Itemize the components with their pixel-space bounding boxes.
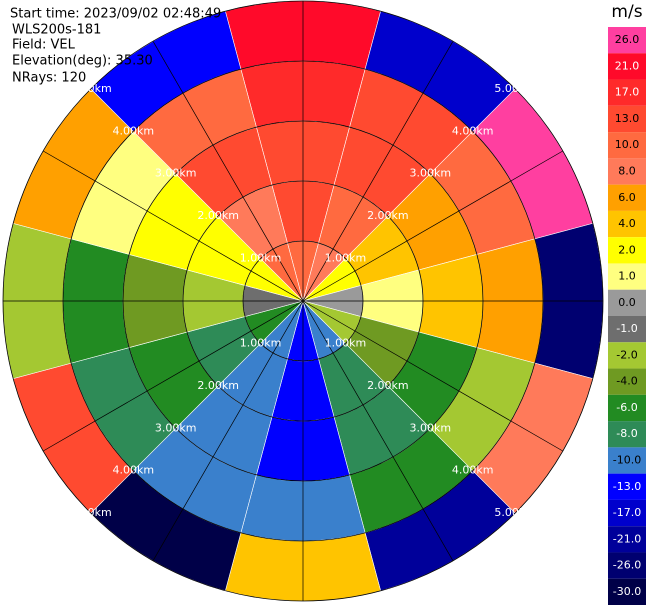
- spoke: [43, 300, 304, 452]
- spoke: [302, 41, 454, 302]
- ring-label: 2.00km: [367, 379, 409, 392]
- ring-label: 4.00km: [452, 124, 494, 137]
- ring-label: 3.00km: [409, 167, 451, 180]
- ring-label: 2.00km: [197, 209, 239, 222]
- colorbar-label: 8.0: [618, 165, 636, 178]
- colorbar-box: [608, 132, 646, 159]
- colorbar-label: 21.0: [615, 59, 640, 72]
- ring-label: 4.00km: [113, 124, 155, 137]
- header-line: Field: VEL: [12, 38, 76, 53]
- colorbar-label: -6.0: [616, 401, 637, 414]
- colorbar-label: -4.0: [616, 375, 637, 388]
- colorbar-box: [608, 53, 646, 80]
- colorbar-label: 10.0: [615, 138, 640, 151]
- spoke: [302, 150, 563, 302]
- colorbar-label: -26.0: [613, 559, 641, 572]
- colorbar-box: [608, 368, 646, 395]
- colorbar-label: 4.0: [618, 217, 636, 230]
- colorbar-label: -1.0: [616, 322, 637, 335]
- range-ring: [242, 240, 364, 362]
- colorbar-label: 0.0: [618, 296, 636, 309]
- colorbar-label: -21.0: [613, 532, 641, 545]
- ring-label: 1.00km: [240, 252, 282, 265]
- ring-label: 5.00km: [70, 82, 112, 95]
- colorbar-box: [608, 342, 646, 369]
- colorbar-box: [608, 526, 646, 553]
- colorbar-box: [608, 210, 646, 238]
- colorbar-label: -30.0: [613, 585, 641, 598]
- colorbar-label: -10.0: [613, 454, 641, 467]
- colorbar-box: [608, 237, 646, 264]
- ring-label: 1.00km: [240, 336, 282, 349]
- ring-label: 5.00km: [494, 82, 536, 95]
- colorbar-label: 17.0: [615, 86, 640, 99]
- colorbar-box: [608, 499, 646, 527]
- ring-label: 1.00km: [325, 252, 367, 265]
- range-ring: [62, 60, 544, 542]
- ring-label: 4.00km: [113, 464, 155, 477]
- header-line: WLS200s-181: [12, 23, 101, 38]
- colorbar-box: [608, 316, 646, 343]
- colorbar-box: [608, 578, 646, 605]
- colorbar-box: [608, 263, 646, 290]
- colorbar-box: [608, 79, 646, 106]
- ring-label: 4.00km: [452, 464, 494, 477]
- colorbar-label: 6.0: [618, 191, 636, 204]
- colorbar-label: 1.0: [618, 270, 636, 283]
- colorbar-box: [608, 158, 646, 185]
- colorbar-label: -2.0: [616, 348, 637, 361]
- colorbar-box: [608, 447, 646, 474]
- colorbar-label: 2.0: [618, 243, 636, 256]
- range-ring: [182, 180, 424, 422]
- spoke: [43, 150, 304, 302]
- colorbar-label: 13.0: [615, 112, 640, 125]
- spoke: [302, 300, 563, 452]
- overlay: 1.00km 1.00km 1.00km 1.00km 2.00km 2.00km 2.00…: [2, 0, 604, 602]
- ring-label: 5.00km: [494, 506, 536, 519]
- colorbar-box: [608, 552, 646, 579]
- ring-label: 2.00km: [367, 209, 409, 222]
- colorbar-box: [608, 394, 646, 422]
- unit-label: m/s: [611, 2, 642, 22]
- spoke: [302, 300, 454, 561]
- colorbar-box: [608, 421, 646, 448]
- range-ring: [122, 120, 484, 482]
- colorbar-box: [608, 105, 646, 133]
- colorbar-label: -17.0: [613, 506, 641, 519]
- ring-label: 5.00km: [70, 506, 112, 519]
- ring-label: 2.00km: [197, 379, 239, 392]
- ring-label: 3.00km: [409, 421, 451, 434]
- header-line: Elevation(deg): 35.30: [12, 54, 153, 69]
- ring-label: 3.00km: [155, 167, 197, 180]
- colorbar-box: [608, 184, 646, 211]
- colorbar-label: -8.0: [616, 427, 637, 440]
- colorbar-box: [608, 289, 646, 316]
- colorbar-box: [608, 473, 646, 500]
- colorbar-label: -13.0: [613, 480, 641, 493]
- header-line: Start time: 2023/09/02 02:48:49: [10, 7, 221, 22]
- colorbar: 26.0 21.0 17.0 13.0 10.0 8.0 6.0 4.0 2.0 1.0 0.0 -1…: [608, 27, 646, 605]
- colorbar-label: 26.0: [615, 33, 640, 46]
- spoke: [152, 41, 304, 302]
- range-ring: [2, 0, 604, 602]
- spoke: [152, 300, 304, 561]
- ring-label: 1.00km: [325, 336, 367, 349]
- colorbar-box: [608, 27, 646, 54]
- header-line: NRays: 120: [12, 71, 86, 86]
- ring-label: 3.00km: [155, 421, 197, 434]
